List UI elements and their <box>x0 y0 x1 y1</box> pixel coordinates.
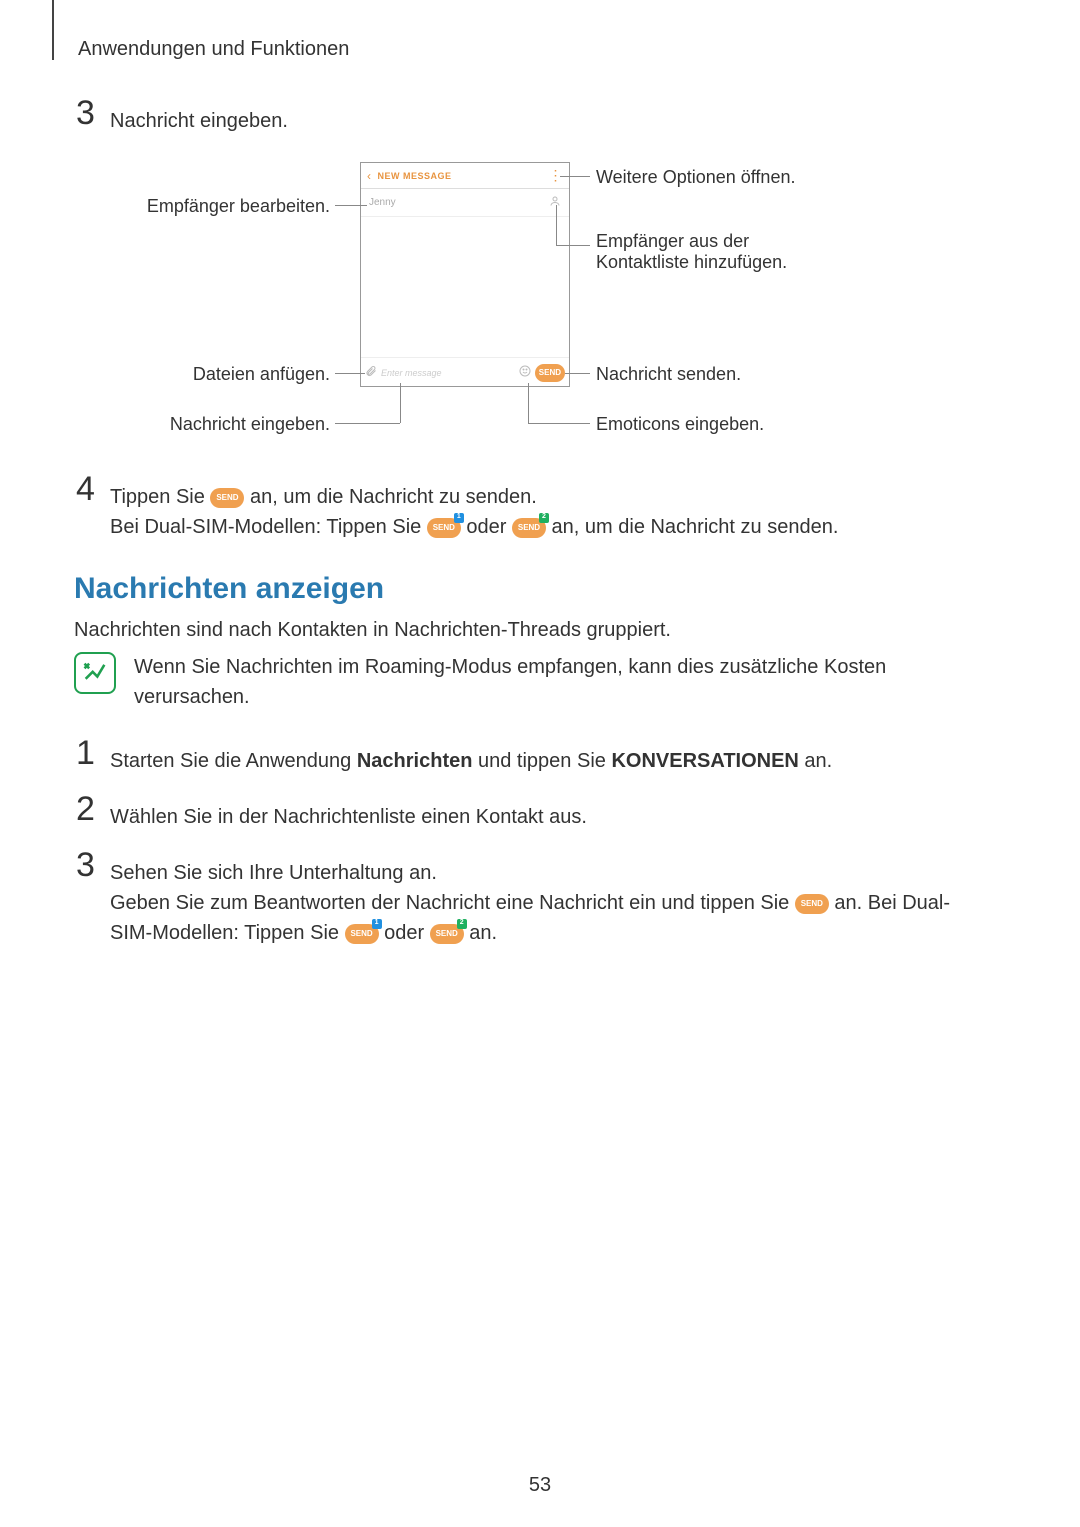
step-4-line1a: Tippen Sie <box>110 486 210 508</box>
phone-input-row: Enter message SEND <box>361 357 569 387</box>
step-3-text: Nachricht eingeben. <box>110 106 288 136</box>
v1app: Nachrichten <box>357 750 473 772</box>
label-emoticons: Emoticons eingeben. <box>596 414 836 435</box>
phone-title: NEW MESSAGE <box>378 171 549 181</box>
connector-line <box>556 205 557 245</box>
label-recipient: Empfänger bearbeiten. <box>130 196 330 217</box>
section-heading: Nachrichten anzeigen <box>74 572 384 606</box>
send-icon: SEND <box>210 488 244 508</box>
step-4-line2a: Bei Dual-SIM-Modellen: Tippen Sie <box>110 516 427 538</box>
connector-line <box>560 176 590 177</box>
page-number: 53 <box>0 1474 1080 1497</box>
contact-icon[interactable] <box>549 195 561 210</box>
v3b3: oder <box>384 922 430 944</box>
v3b1: Geben Sie zum Beantworten der Nachricht … <box>110 892 795 914</box>
send-sim2-icon-inline: SEND2 <box>430 924 464 944</box>
connector-line <box>335 423 400 424</box>
connector-line <box>556 245 590 246</box>
label-add-contact: Empfänger aus der Kontaktliste hinzufüge… <box>596 231 836 273</box>
note-icon <box>74 652 116 694</box>
phone-body <box>361 217 569 357</box>
v1a: Starten Sie die Anwendung <box>110 750 357 772</box>
view-step-2-number: 2 <box>76 790 95 829</box>
step-4-line2mid: oder <box>466 516 512 538</box>
step-4-text: Tippen Sie SEND an, um die Nachricht zu … <box>110 482 950 542</box>
recipient-name: Jenny <box>369 197 549 208</box>
view-step-3-text: Sehen Sie sich Ihre Unterhaltung an. Geb… <box>110 858 955 948</box>
label-attach: Dateien anfügen. <box>130 364 330 385</box>
send-sim2-icon: SEND2 <box>512 518 546 538</box>
view-step-1-number: 1 <box>76 734 95 773</box>
connector-line <box>400 383 401 423</box>
intro-text: Nachrichten sind nach Kontakten in Nachr… <box>74 615 954 645</box>
view-step-2-text: Wählen Sie in der Nachrichtenliste einen… <box>110 802 950 832</box>
back-icon[interactable]: ‹ <box>367 169 372 183</box>
v1b: und tippen Sie <box>472 750 611 772</box>
connector-line <box>335 205 367 206</box>
note-text: Wenn Sie Nachrichten im Roaming-Modus em… <box>134 652 914 712</box>
note-box: Wenn Sie Nachrichten im Roaming-Modus em… <box>74 652 914 712</box>
label-enter-msg: Nachricht eingeben. <box>130 414 330 435</box>
step-3-number: 3 <box>76 94 95 133</box>
v1c: an. <box>799 750 832 772</box>
v1tab: KONVERSATIONEN <box>611 750 798 772</box>
send-sim1-icon: SEND1 <box>427 518 461 538</box>
phone-header: ‹ NEW MESSAGE ⋮ <box>361 163 569 189</box>
page-header: Anwendungen und Funktionen <box>78 38 349 61</box>
connector-line <box>335 373 365 374</box>
emoticon-icon[interactable] <box>519 365 531 380</box>
send-sim1-icon-inline: SEND1 <box>345 924 379 944</box>
label-send-msg: Nachricht senden. <box>596 364 836 385</box>
v3: Sehen Sie sich Ihre Unterhaltung an. <box>110 862 437 884</box>
attach-icon[interactable] <box>365 365 377 380</box>
message-input[interactable]: Enter message <box>381 368 515 378</box>
label-more-options: Weitere Optionen öffnen. <box>596 167 836 188</box>
step-4-number: 4 <box>76 470 95 509</box>
connector-line <box>528 423 590 424</box>
view-step-1-text: Starten Sie die Anwendung Nachrichten un… <box>110 746 950 776</box>
send-icon-inline: SEND <box>795 894 829 914</box>
step-4-line2b: an, um die Nachricht zu senden. <box>552 516 839 538</box>
connector-line <box>528 383 529 423</box>
side-rule <box>52 0 54 60</box>
recipient-row[interactable]: Jenny <box>361 189 569 217</box>
send-button[interactable]: SEND <box>535 364 565 382</box>
connector-line <box>565 373 590 374</box>
step-4-line1b: an, um die Nachricht zu senden. <box>250 486 537 508</box>
view-step-3-number: 3 <box>76 846 95 885</box>
phone-mockup: ‹ NEW MESSAGE ⋮ Jenny Enter message SEND <box>360 162 570 387</box>
v3b4: an. <box>469 922 497 944</box>
